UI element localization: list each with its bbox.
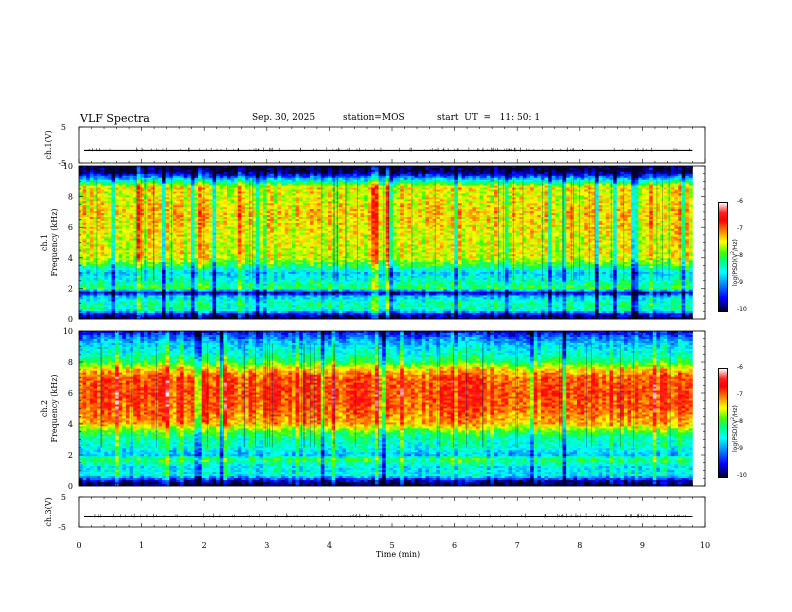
time-tick-label: 9 xyxy=(640,541,645,550)
frequency-ytick-label: 4 xyxy=(68,420,73,429)
ch2-spectrogram-panel: 0 2 4 6 8 10 ch.2 Frequency (kHz) xyxy=(40,327,706,491)
plot-title: VLF Spectra xyxy=(80,112,150,125)
voltage-ytick-label: -5 xyxy=(58,159,66,168)
time-tick-label: 7 xyxy=(515,541,520,550)
station-label: station=MOS xyxy=(343,113,405,123)
spectrogram-ylabel-channel: ch.1 xyxy=(40,234,49,251)
spectrogram-cells xyxy=(79,331,693,487)
colorbar-tick-label: -7 xyxy=(737,391,743,398)
time-tick-label: 10 xyxy=(700,541,710,550)
ch1-colorbar-label: log(PSD)(V2/Hz) xyxy=(730,239,739,286)
time-tick-label: 5 xyxy=(389,541,394,550)
spectrogram-ylabel-channel: ch.2 xyxy=(40,400,49,417)
time-tick-label: 6 xyxy=(452,541,457,550)
voltage-ylabel: ch.3(V) xyxy=(44,497,53,526)
time-tick-label: 8 xyxy=(577,541,582,550)
spectrogram-cells xyxy=(79,166,693,320)
colorbar-tick-label: -6 xyxy=(737,198,743,205)
voltage-ylabel: ch.1(V) xyxy=(44,130,53,159)
frequency-ytick-label: 6 xyxy=(68,389,73,398)
frequency-ytick-label: 4 xyxy=(68,254,73,263)
ch3-voltage-panel: 5 -5 ch.3(V) xyxy=(44,493,706,532)
colorbar-tick-label: -6 xyxy=(737,364,743,371)
time-tick-label: 0 xyxy=(76,541,81,550)
ch1-spectrogram-panel: 0 2 4 6 8 10 ch.1 Frequency (kHz) xyxy=(40,162,706,324)
frequency-ytick-label: 6 xyxy=(68,223,73,232)
colorbar-tick-label: -9 xyxy=(737,445,743,452)
ch1-colorbar xyxy=(718,202,728,312)
frequency-ytick-label: 10 xyxy=(63,327,73,336)
frequency-ytick-label: 0 xyxy=(68,482,73,491)
start-time-label: start UT = 11: 50: 1 xyxy=(437,113,540,123)
colorbar-tick-label: -7 xyxy=(737,225,743,232)
frequency-ytick-label: 0 xyxy=(68,315,73,324)
colorbar-tick-label: -8 xyxy=(737,252,743,259)
voltage-ytick-label: 5 xyxy=(61,493,66,502)
ch2-colorbar xyxy=(718,368,728,478)
frequency-ytick-label: 10 xyxy=(63,162,73,171)
colorbar-tick-label: -10 xyxy=(737,306,747,313)
voltage-ytick-label: 5 xyxy=(61,123,66,132)
frequency-ytick-label: 8 xyxy=(68,193,73,202)
frequency-ytick-label: 2 xyxy=(68,451,73,460)
time-tick-label: 3 xyxy=(264,541,269,550)
voltage-ytick-label: -5 xyxy=(58,523,66,532)
ch1-voltage-panel: 5 -5 ch.1(V) xyxy=(44,123,706,168)
time-tick-label: 2 xyxy=(202,541,207,550)
frequency-ytick-label: 2 xyxy=(68,284,73,293)
time-tick-label: 1 xyxy=(139,541,144,550)
time-axis-label: Time (min) xyxy=(376,550,420,559)
frequency-ytick-label: 8 xyxy=(68,358,73,367)
spectrogram-ylabel-frequency: Frequency (kHz) xyxy=(50,208,59,276)
time-tick-label: 4 xyxy=(327,541,332,550)
time-axis: 0 1 2 3 4 5 6 7 8 9 10 Time (min) xyxy=(76,541,710,559)
colorbar-tick-label: -9 xyxy=(737,279,743,286)
ch2-colorbar-label: log(PSD)(V2/Hz) xyxy=(730,405,739,452)
colorbar-tick-label: -8 xyxy=(737,418,743,425)
spectrogram-ylabel-frequency: Frequency (kHz) xyxy=(50,374,59,442)
date-label: Sep. 30, 2025 xyxy=(252,113,315,123)
colorbar-tick-label: -10 xyxy=(737,472,747,479)
